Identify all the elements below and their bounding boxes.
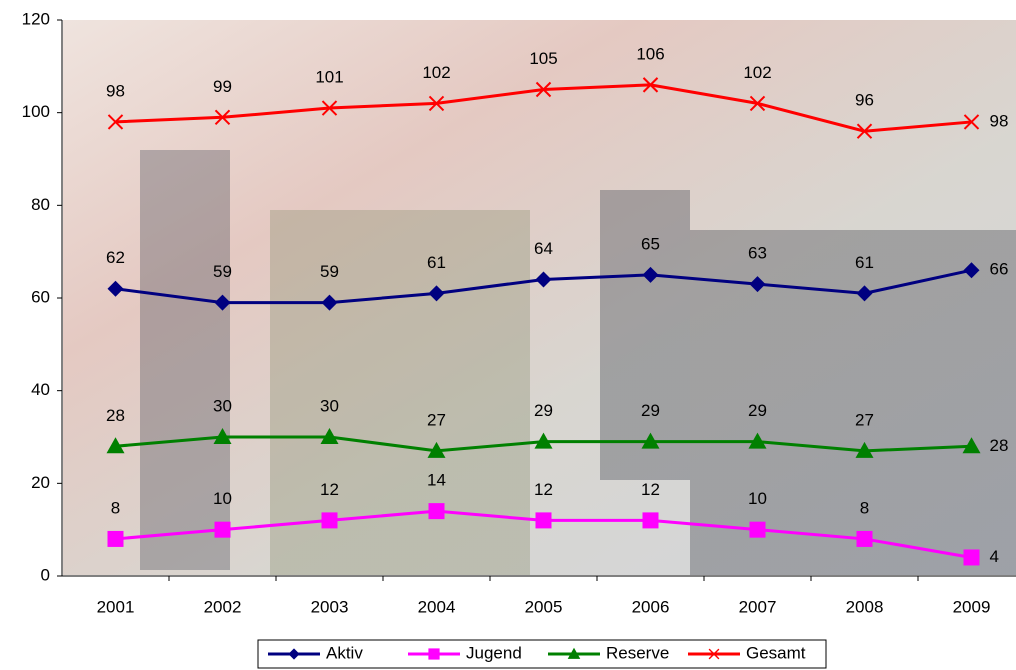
data-label: 102 [743,63,771,82]
data-label: 102 [422,63,450,82]
data-label: 14 [427,471,446,490]
data-label: 10 [213,489,232,508]
marker [643,512,659,528]
page: 0 20 40 60 80 100 120 2001 2002 2003 2004 2005 2006 2… [0,0,1016,670]
data-label: 101 [315,68,343,87]
data-label: 98 [990,111,1009,130]
marker [322,512,338,528]
data-label: 10 [748,489,767,508]
marker [857,531,873,547]
data-label: 98 [106,81,125,100]
legend-label: Jugend [466,643,522,662]
data-label: 62 [106,248,125,267]
photo-figure [270,210,530,575]
marker [215,522,231,538]
legend-label: Aktiv [326,643,363,662]
data-label: 27 [855,410,874,429]
x-tick-label: 2008 [846,597,884,616]
data-label: 12 [641,480,660,499]
data-label: 105 [529,49,557,68]
x-tick-label: 2001 [97,597,135,616]
data-label: 65 [641,234,660,253]
data-label: 30 [320,396,339,415]
data-label: 59 [320,262,339,281]
data-label: 63 [748,244,767,263]
data-label: 12 [320,480,339,499]
y-tick-label: 80 [31,195,50,214]
data-label: 96 [855,91,874,110]
data-label: 8 [860,498,869,517]
data-label: 30 [213,396,232,415]
data-label: 59 [213,262,232,281]
x-tick-label: 2003 [311,597,349,616]
data-label: 8 [111,498,120,517]
x-tick-label: 2004 [418,597,456,616]
data-label: 12 [534,480,553,499]
y-tick-label: 60 [31,287,50,306]
data-label: 61 [855,253,874,272]
chart: 0 20 40 60 80 100 120 2001 2002 2003 2004 2005 2006 2… [0,0,1016,670]
legend-label: Gesamt [746,643,806,662]
marker [108,531,124,547]
data-label: 27 [427,410,446,429]
data-label: 99 [213,77,232,96]
legend-label: Reserve [606,643,669,662]
y-tick-label: 120 [22,9,50,28]
marker [536,512,552,528]
data-label: 4 [990,547,999,566]
x-tick-label: 2005 [525,597,563,616]
y-tick-label: 100 [22,102,50,121]
data-label: 29 [534,401,553,420]
data-label: 28 [990,436,1009,455]
x-tick-label: 2006 [632,597,670,616]
marker [429,503,445,519]
marker [750,522,766,538]
marker [428,648,439,659]
data-label: 28 [106,406,125,425]
data-label: 61 [427,253,446,272]
y-tick-label: 20 [31,473,50,492]
data-label: 66 [990,260,1009,279]
data-label: 29 [748,401,767,420]
marker [964,549,980,565]
data-label: 106 [636,44,664,63]
x-tick-label: 2009 [953,597,991,616]
data-label: 64 [534,239,553,258]
y-tick-label: 40 [31,380,50,399]
x-tick-label: 2007 [739,597,777,616]
data-label: 29 [641,401,660,420]
x-tick-label: 2002 [204,597,242,616]
y-tick-label: 0 [41,565,50,584]
